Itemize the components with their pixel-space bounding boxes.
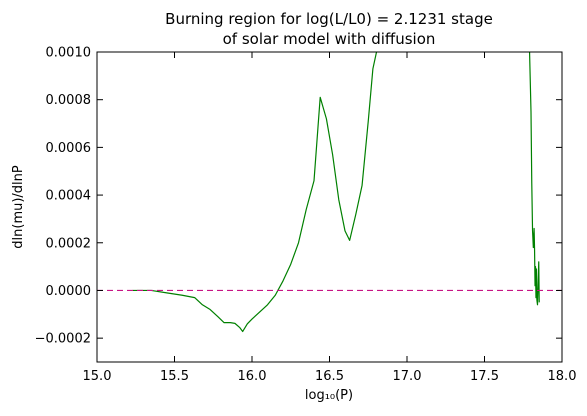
- y-tick-label: 0.0006: [46, 141, 92, 156]
- series-layer: [97, 52, 562, 333]
- x-tick-label: 16.0: [238, 369, 267, 384]
- x-axis: 15.0 15.5 16.0 16.5 17.0 17.5 18.0: [83, 52, 577, 384]
- y-tick-label: 0.0002: [46, 236, 92, 251]
- x-tick-label: 17.5: [470, 369, 499, 384]
- y-tick-label: 0.0010: [46, 46, 92, 61]
- series-0-line-segment-1: [528, 52, 540, 306]
- x-tick-label: 16.5: [315, 369, 344, 384]
- y-axis-label: dln(mu)/dlnP: [11, 165, 26, 249]
- series-0-line-segment-0: [132, 52, 378, 333]
- y-tick-label: 0.0000: [46, 284, 92, 299]
- plot-area: [97, 52, 562, 333]
- x-axis-label: log₁₀(P): [305, 388, 353, 403]
- y-axis: −0.0002 0.0000 0.0002 0.0004 0.0006 0.0008 0.0…: [35, 46, 562, 347]
- chart-title-line-2: of solar model with diffusion: [223, 30, 436, 48]
- y-tick-label: −0.0002: [35, 332, 91, 347]
- x-tick-label: 15.0: [83, 369, 112, 384]
- x-tick-label: 17.0: [393, 369, 422, 384]
- chart-title-line-1: Burning region for log(L/L0) = 2.1231 st…: [165, 10, 493, 28]
- y-tick-label: 0.0008: [46, 93, 92, 108]
- x-tick-label: 18.0: [548, 369, 577, 384]
- y-tick-label: 0.0004: [46, 189, 92, 204]
- x-tick-label: 15.5: [160, 369, 189, 384]
